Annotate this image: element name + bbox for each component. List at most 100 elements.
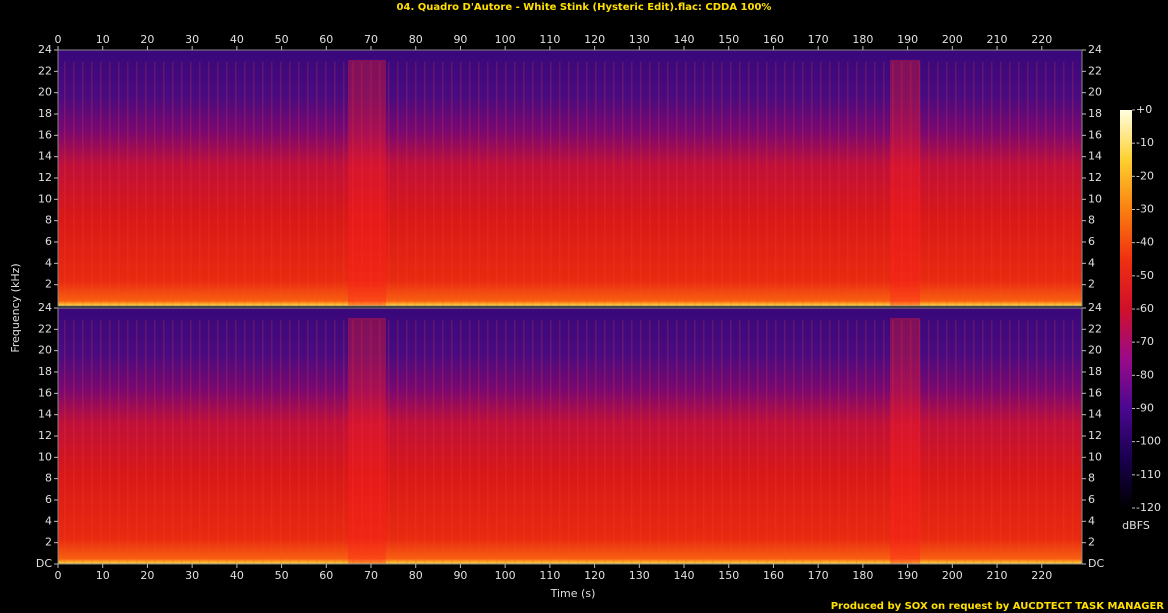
colorbar-tick-label: -110 [1136,468,1161,481]
colorbar-tick-label: -50 [1136,269,1154,282]
x-tick-label: 210 [987,33,1008,46]
colorbar-tick-label: +0 [1136,103,1152,116]
texture-streak [415,62,417,306]
texture-streak [514,62,516,306]
texture-streak [946,62,948,306]
texture-streak [613,320,615,564]
texture-streak [379,320,381,564]
texture-streak [505,320,507,564]
texture-streak [658,62,660,306]
colorbar-tick-label: -100 [1136,435,1161,448]
y-tick-label: 18 [38,365,52,378]
texture-streak [388,320,390,564]
x-tick-label: 50 [275,33,289,46]
texture-streak [550,320,552,564]
texture-streak [775,320,777,564]
texture-streak [730,62,732,306]
texture-streak [91,62,93,306]
y-tick-label: 14 [1088,408,1102,421]
colorbar-tick-label: -80 [1136,368,1154,381]
texture-streak [136,62,138,306]
texture-streak [361,62,363,306]
x-tick-label: 180 [852,33,873,46]
texture-streak [100,320,102,564]
texture-streak [532,320,534,564]
texture-streak [721,320,723,564]
y-tick-label: 18 [1088,107,1102,120]
texture-streak [298,62,300,306]
x-tick-label: 40 [230,569,244,582]
texture-streak [667,320,669,564]
y-tick-label: 10 [38,450,52,463]
texture-streak [685,320,687,564]
y-tick-label: 24 [38,43,52,56]
texture-streak [838,62,840,306]
texture-streak [262,62,264,306]
texture-streak [1045,320,1047,564]
x-tick-label: 110 [539,569,560,582]
texture-streak [820,320,822,564]
y-tick-label: 16 [1088,386,1102,399]
texture-streak [811,62,813,306]
texture-streak [208,62,210,306]
x-tick-label: 180 [852,569,873,582]
y-tick-label: DC [36,557,52,570]
texture-streak [640,62,642,306]
texture-streak [901,320,903,564]
texture-streak [253,320,255,564]
texture-streak [640,320,642,564]
y-tick-label: 6 [45,235,52,248]
texture-streak [595,320,597,564]
texture-streak [217,320,219,564]
y-tick-label: 8 [45,214,52,227]
texture-streak [199,62,201,306]
x-tick-label: 70 [364,33,378,46]
texture-streak [64,320,66,564]
y-tick-label: 14 [38,150,52,163]
texture-streak [991,320,993,564]
texture-streak [982,320,984,564]
texture-streak [154,320,156,564]
texture-streak [1054,62,1056,306]
texture-streak [874,320,876,564]
texture-streak [883,62,885,306]
texture-streak [73,62,75,306]
y-tick-label: 22 [38,64,52,77]
texture-streak [892,62,894,306]
texture-streak [316,320,318,564]
texture-streak [559,320,561,564]
texture-streak [433,62,435,306]
texture-streak [343,62,345,306]
texture-streak [442,62,444,306]
y-tick-label: 20 [38,86,52,99]
texture-streak [901,62,903,306]
texture-streak [406,62,408,306]
y-tick-label: 2 [1088,536,1095,549]
texture-streak [937,320,939,564]
texture-streak [559,62,561,306]
y-tick-label: 20 [1088,86,1102,99]
y-tick-label: 8 [1088,472,1095,485]
texture-streak [487,62,489,306]
texture-streak [838,320,840,564]
texture-streak [271,62,273,306]
x-tick-label: 120 [584,33,605,46]
y-tick-label: 10 [38,192,52,205]
x-tick-label: 40 [230,33,244,46]
y-tick-label: 10 [1088,450,1102,463]
texture-streak [829,320,831,564]
texture-streak [1018,320,1020,564]
x-tick-label: 90 [453,569,467,582]
texture-streak [235,62,237,306]
texture-streak [766,320,768,564]
texture-streak [1054,320,1056,564]
texture-streak [109,62,111,306]
texture-streak [586,320,588,564]
x-tick-label: 0 [55,569,62,582]
texture-streak [658,320,660,564]
x-tick-label: 140 [674,33,695,46]
y-tick-label: 16 [1088,128,1102,141]
x-tick-label: 170 [808,569,829,582]
texture-streak [424,320,426,564]
